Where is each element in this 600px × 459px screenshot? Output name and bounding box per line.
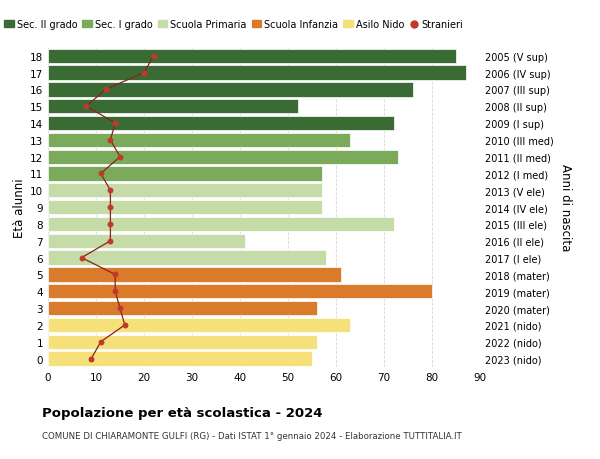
Legend: Sec. II grado, Sec. I grado, Scuola Primaria, Scuola Infanzia, Asilo Nido, Stran: Sec. II grado, Sec. I grado, Scuola Prim… (1, 17, 467, 34)
Point (149, 53, 158, 60)
Point (106, 221, 115, 228)
Bar (48, 285, 432, 299)
Point (115, 154, 125, 161)
Point (106, 137, 115, 144)
Point (86, 355, 96, 363)
Bar (48, 150, 398, 164)
Bar (48, 117, 394, 131)
Point (120, 322, 130, 329)
Point (101, 86, 110, 94)
Bar (48, 234, 245, 248)
Bar (48, 184, 322, 198)
Y-axis label: Anni di nascita: Anni di nascita (559, 164, 572, 251)
Point (115, 305, 125, 312)
Bar (48, 50, 456, 64)
Text: COMUNE DI CHIARAMONTE GULFI (RG) - Dati ISTAT 1° gennaio 2024 - Elaborazione TUT: COMUNE DI CHIARAMONTE GULFI (RG) - Dati … (42, 431, 462, 441)
Point (77, 254, 86, 262)
Point (106, 187, 115, 195)
Point (82, 103, 91, 111)
Point (96, 338, 106, 346)
Bar (48, 251, 326, 265)
Bar (48, 268, 341, 282)
Bar (48, 100, 298, 114)
Bar (48, 218, 394, 232)
Point (110, 288, 120, 295)
Point (96, 170, 106, 178)
Bar (48, 167, 322, 181)
Bar (48, 83, 413, 97)
Bar (48, 352, 312, 366)
Point (139, 70, 149, 77)
Bar (48, 66, 466, 80)
Bar (48, 301, 317, 316)
Bar (48, 201, 322, 215)
Point (106, 238, 115, 245)
Y-axis label: Età alunni: Età alunni (13, 178, 26, 237)
Bar (48, 335, 317, 349)
Bar (48, 318, 350, 332)
Point (110, 120, 120, 128)
Bar (48, 134, 350, 148)
Text: Popolazione per età scolastica - 2024: Popolazione per età scolastica - 2024 (42, 406, 323, 419)
Point (106, 204, 115, 212)
Point (110, 271, 120, 279)
